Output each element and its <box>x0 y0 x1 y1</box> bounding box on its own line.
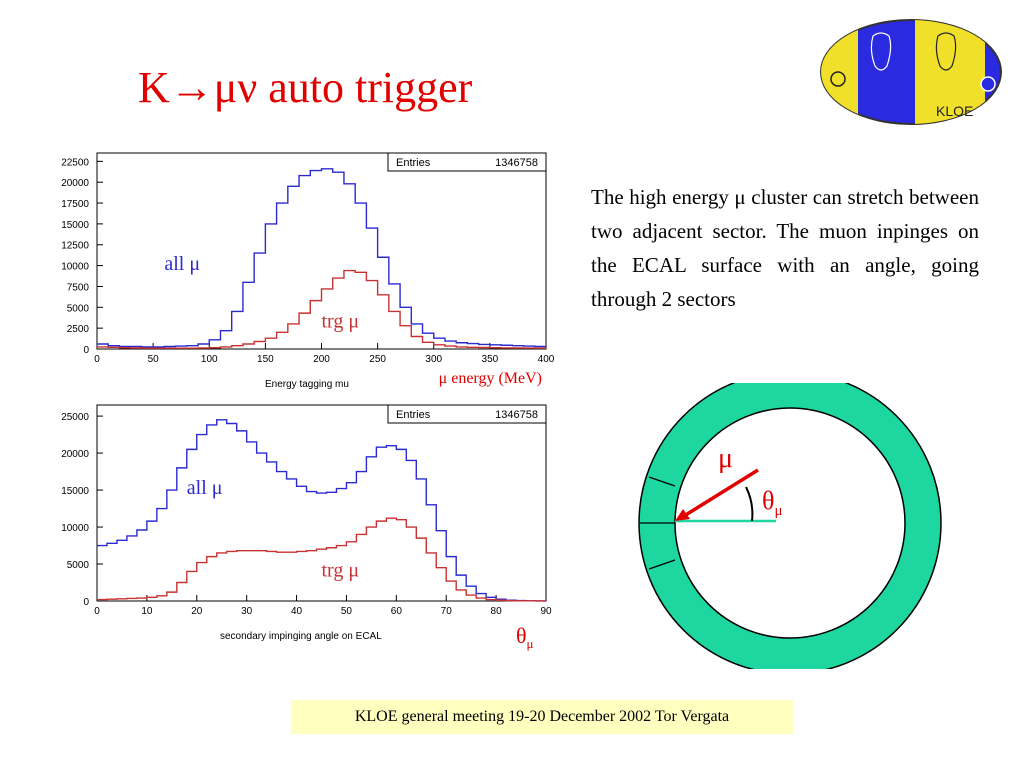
muon-track <box>683 468 759 518</box>
x-tick-label: 20 <box>191 606 203 617</box>
series-line-1 <box>97 269 546 349</box>
plot-frame <box>96 152 547 350</box>
ecal-ring-diagram: μ θμ <box>638 383 942 669</box>
stats-value: 1346758 <box>495 409 538 421</box>
x-tick-label: 300 <box>425 354 442 365</box>
series-label: all μ <box>187 477 223 499</box>
y-tick-label: 10000 <box>61 523 89 534</box>
stats-value: 1346758 <box>495 157 538 169</box>
y-tick-label: 5000 <box>67 303 90 314</box>
unit-label: θμ <box>516 623 534 651</box>
description-text: The high energy μ cluster can stretch be… <box>591 185 979 311</box>
stats-label: Entries <box>396 157 431 169</box>
y-tick-label: 12500 <box>61 241 89 252</box>
mu-label: μ <box>718 443 733 474</box>
stats-box <box>387 404 547 424</box>
x-tick-label: 10 <box>141 606 153 617</box>
y-tick-label: 22500 <box>61 157 89 168</box>
ecal-ring <box>639 383 941 669</box>
ecal-inner-edge <box>674 407 906 639</box>
x-tick-label: 30 <box>241 606 253 617</box>
x-tick-label: 350 <box>482 354 499 365</box>
x-tick-label: 0 <box>94 354 100 365</box>
y-tick-label: 15000 <box>61 486 89 497</box>
series-line-1 <box>97 517 547 602</box>
plot-frame <box>96 404 547 602</box>
series-line-0 <box>97 419 547 602</box>
series-label: all μ <box>164 253 200 275</box>
x-tick-label: 40 <box>291 606 303 617</box>
x-tick-label: 100 <box>201 354 218 365</box>
y-tick-label: 0 <box>83 345 89 356</box>
x-tick-label: 250 <box>369 354 386 365</box>
y-tick-label: 2500 <box>67 324 90 335</box>
x-tick-label: 0 <box>94 606 100 617</box>
energy-histogram: 0 50 100 150 200 250 300 350 400 0 2500 5000 7500 100… <box>61 152 555 390</box>
ecal-outer-edge <box>638 383 942 669</box>
series-label: trg μ <box>322 560 360 582</box>
y-tick-label: 10000 <box>61 262 89 273</box>
x-tick-label: 150 <box>257 354 274 365</box>
y-tick-label: 5000 <box>67 560 90 571</box>
series-label: trg μ <box>322 310 360 332</box>
x-tick-label: 60 <box>391 606 403 617</box>
y-tick-label: 0 <box>83 597 89 608</box>
sector-divider <box>648 559 676 570</box>
unit-label: μ energy (MeV) <box>439 370 542 387</box>
y-tick-label: 7500 <box>67 282 90 293</box>
slide-title: K→μν auto trigger <box>138 63 473 112</box>
logo-text: KLOE <box>936 103 973 119</box>
x-tick-label: 200 <box>313 354 330 365</box>
x-axis-label: Energy tagging mu <box>265 379 349 390</box>
x-tick-label: 50 <box>148 354 160 365</box>
y-tick-label: 20000 <box>61 449 89 460</box>
kloe-logo: KLOE <box>820 19 1002 125</box>
x-tick-label: 80 <box>491 606 503 617</box>
sector-divider <box>648 476 676 487</box>
footer-banner: KLOE general meeting 19-20 December 2002… <box>291 700 793 734</box>
x-tick-label: 400 <box>538 354 555 365</box>
muon-arrowhead <box>675 509 690 521</box>
y-tick-label: 25000 <box>61 412 89 423</box>
x-axis-label: secondary impinging angle on ECAL <box>220 631 382 642</box>
y-tick-label: 15000 <box>61 220 89 231</box>
angle-histogram: 0 10 20 30 40 50 60 70 80 90 0 5000 10000 15000 20000 2… <box>61 404 552 651</box>
x-tick-label: 90 <box>540 606 552 617</box>
y-tick-label: 20000 <box>61 178 89 189</box>
angle-arc <box>745 486 754 522</box>
footer-text: KLOE general meeting 19-20 December 2002… <box>354 708 730 725</box>
x-tick-label: 70 <box>441 606 453 617</box>
theta-label: θμ <box>762 486 783 519</box>
y-tick-label: 17500 <box>61 199 89 210</box>
series-line-0 <box>97 168 546 348</box>
stats-box <box>387 152 547 172</box>
x-tick-label: 50 <box>341 606 353 617</box>
stats-label: Entries <box>396 409 431 421</box>
